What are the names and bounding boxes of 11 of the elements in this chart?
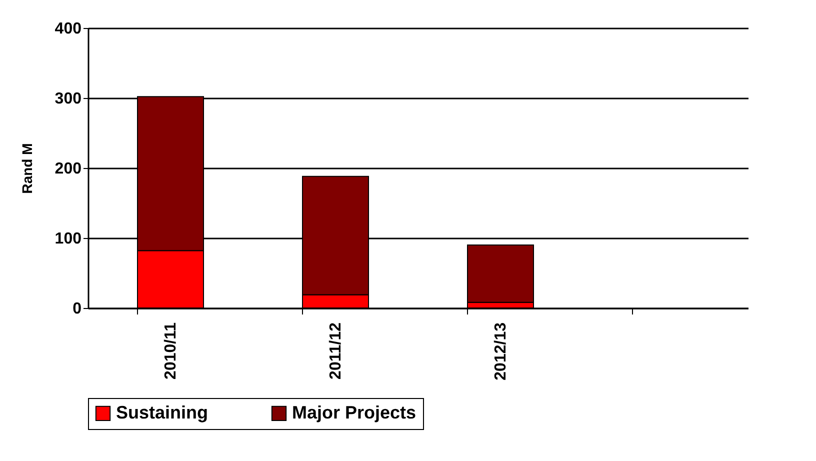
y-tick-label: 100 <box>54 230 82 248</box>
y-tick-label: 300 <box>54 90 82 108</box>
x-tick-label: 2011/12 <box>328 322 344 380</box>
y-axis-title: Rand M <box>18 143 35 194</box>
y-tick-label: 200 <box>54 160 82 178</box>
x-tick-label: 2012/13 <box>492 322 510 380</box>
y-tick-label: 400 <box>54 20 82 38</box>
y-tick-label: 0 <box>72 300 82 318</box>
x-tick-label: 2010/11 <box>162 322 180 380</box>
legend-label: Sustaining <box>116 402 208 422</box>
legend-label: Major Projects <box>292 402 416 422</box>
